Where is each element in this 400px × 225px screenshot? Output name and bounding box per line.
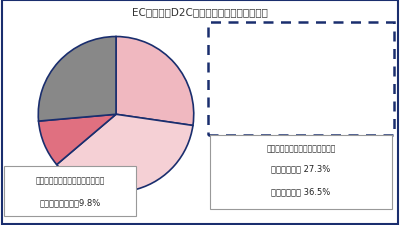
Wedge shape (38, 37, 116, 122)
Wedge shape (57, 115, 193, 192)
Text: よくある　　 27.3%: よくある 27.3% (271, 164, 331, 173)
Wedge shape (116, 37, 194, 126)
Text: 過去に１度ある　9.8%: 過去に１度ある 9.8% (39, 198, 101, 207)
Wedge shape (38, 115, 116, 165)
Text: 【住所入力ミスによる誤配経験】: 【住所入力ミスによる誤配経験】 (266, 144, 336, 153)
Text: 約9割が住所入力ミスに: 約9割が住所入力ミスに (254, 52, 348, 65)
Text: よる配送トラブル経験: よる配送トラブル経験 (259, 94, 343, 108)
Text: たまにある　 36.5%: たまにある 36.5% (271, 186, 331, 195)
Text: EC・通販・D2C事業者の配送トラブル調査: EC・通販・D2C事業者の配送トラブル調査 (132, 7, 268, 17)
Text: 【住所入力ミスによる誤配経験】: 【住所入力ミスによる誤配経験】 (35, 176, 105, 185)
